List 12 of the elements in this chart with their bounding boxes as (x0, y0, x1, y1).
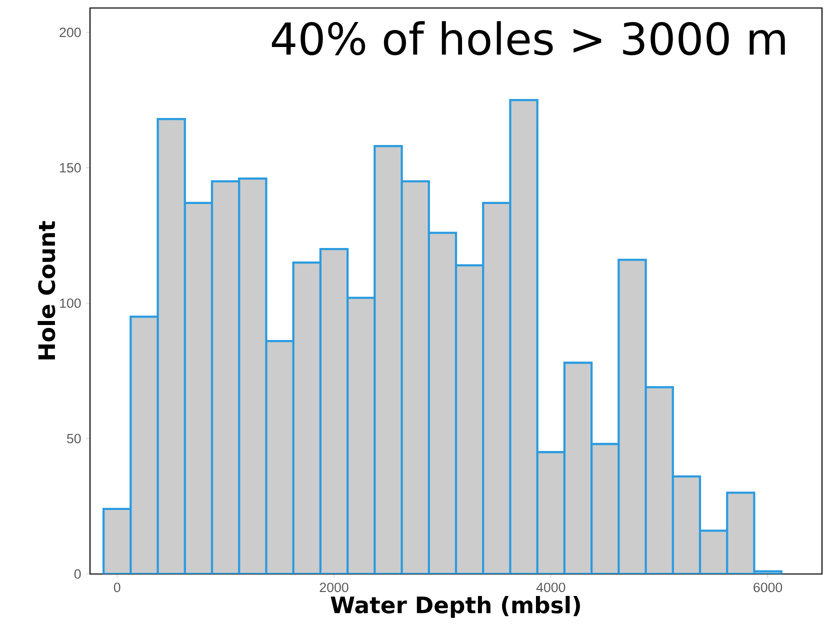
x-tick-label: 4000 (536, 582, 566, 592)
y-tick-label: 50 (67, 434, 81, 444)
annotation: 40% of holes > 3000 m (272, 21, 785, 56)
x-tick-label: 0 (114, 582, 120, 592)
x-tick-label: 6000 (754, 582, 782, 592)
x-axis-title: Water Depth (mbsl) (330, 596, 580, 618)
x-tick-label: 2000 (320, 582, 348, 592)
y-tick-label: 100 (60, 298, 81, 308)
y-tick-label: 150 (60, 163, 81, 172)
y-tick-label: 200 (60, 28, 81, 38)
y-tick-label: 0 (74, 569, 81, 579)
y-axis-title: Hole Count (38, 221, 56, 360)
